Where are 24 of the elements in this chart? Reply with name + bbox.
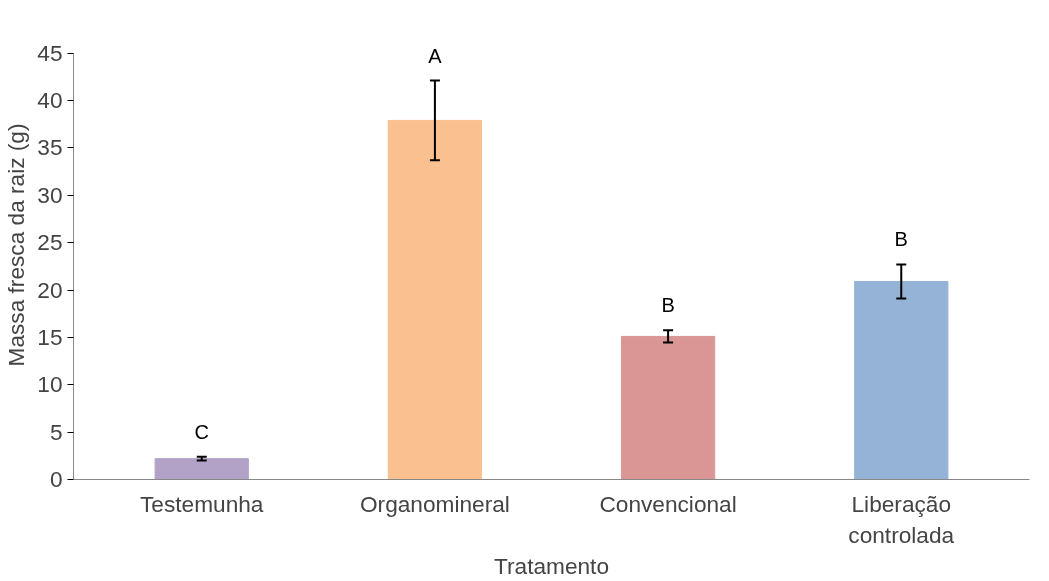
bar: [154, 458, 249, 480]
y-tick-label: 10: [37, 371, 63, 398]
y-tick-label: 40: [37, 87, 63, 114]
y-tick-label: 35: [37, 134, 63, 161]
y-tick-label: 15: [37, 323, 63, 350]
y-tick-label: 20: [37, 276, 63, 303]
annotation: B: [661, 294, 675, 317]
x-tick-label: Liberação controlada: [848, 490, 955, 548]
x-axis-title: Tratamento: [494, 552, 610, 579]
annotation: B: [894, 228, 908, 251]
y-tick-label: 25: [37, 229, 63, 256]
x-tick-label: Testemunha: [140, 490, 264, 517]
y-tick-label: 45: [37, 39, 63, 66]
x-tick-label: Organomineral: [359, 490, 510, 517]
y-tick-label: 0: [49, 466, 63, 492]
x-tick-label: Convencional: [599, 490, 737, 517]
annotation: C: [194, 420, 209, 443]
annotation: A: [428, 44, 443, 67]
bar: [620, 335, 716, 480]
y-tick-label: 5: [49, 418, 63, 445]
y-tick-label: 30: [37, 181, 63, 208]
y-axis-title: Massa fresca da raiz (g): [3, 123, 30, 367]
bar: [854, 280, 949, 480]
bar: [387, 119, 483, 480]
